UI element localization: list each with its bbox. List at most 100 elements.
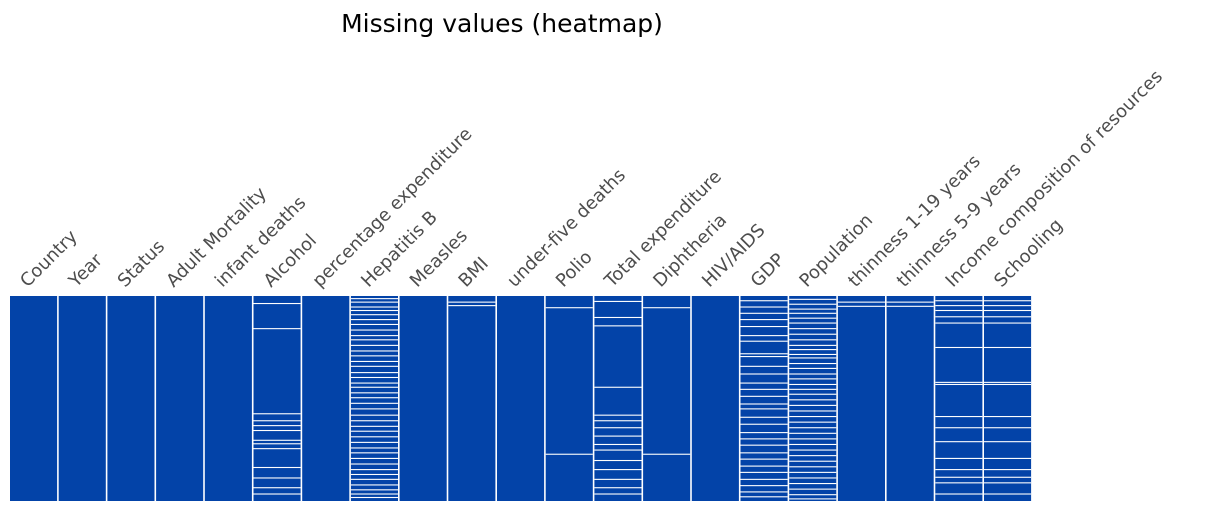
missing-mark-schooling-10 — [984, 441, 1032, 443]
missing-mark-alcohol-10 — [253, 477, 301, 479]
missing-mark-alcohol-0 — [253, 302, 301, 305]
missing-mark-alcohol-5 — [253, 429, 301, 432]
missing-mark-thinness-5-9-years-1 — [886, 305, 934, 307]
column-bar-infant-deaths — [204, 296, 252, 501]
missing-mark-population-1 — [789, 303, 837, 305]
missing-mark-population-20 — [789, 399, 837, 401]
missing-mark-thinness-5-9-years-0 — [886, 301, 934, 303]
missing-mark-alcohol-8 — [253, 448, 301, 450]
column-label-polio: Polio — [552, 247, 597, 292]
missing-mark-hepatitis-b-1 — [350, 301, 398, 303]
missing-mark-total-expenditure-5 — [594, 420, 642, 422]
missing-mark-total-expenditure-13 — [594, 487, 642, 489]
missing-mark-schooling-12 — [984, 469, 1032, 471]
missing-mark-hepatitis-b-8 — [350, 335, 398, 337]
missing-mark-gdp-2 — [740, 312, 788, 314]
column-bar-bmi — [448, 296, 496, 501]
missing-mark-gdp-3 — [740, 319, 788, 321]
missing-mark-gdp-28 — [740, 496, 788, 498]
column-bar-year — [58, 296, 106, 501]
missing-mark-population-2 — [789, 308, 837, 310]
missing-mark-hepatitis-b-11 — [350, 350, 398, 352]
missing-mark-gdp-22 — [740, 458, 788, 460]
missing-mark-hepatitis-b-28 — [350, 441, 398, 443]
missing-mark-gdp-13 — [740, 395, 788, 397]
missing-mark-hepatitis-b-14 — [350, 365, 398, 367]
missing-mark-population-28 — [789, 443, 837, 446]
missing-mark-income-composition-of-resources-13 — [935, 476, 983, 478]
column-bar-gdp — [740, 296, 788, 501]
missing-mark-hepatitis-b-29 — [350, 447, 398, 449]
missing-mark-total-expenditure-14 — [594, 493, 642, 495]
missing-mark-alcohol-4 — [253, 425, 301, 427]
column-bar-alcohol — [253, 296, 301, 501]
column-label-income-composition-of-resources: Income composition of resources — [942, 66, 1167, 291]
column-bar-population — [789, 296, 837, 501]
missing-mark-hepatitis-b-27 — [350, 436, 398, 438]
column-label-status: Status — [114, 236, 169, 291]
missing-mark-schooling-7 — [984, 383, 1032, 386]
missing-mark-income-composition-of-resources-5 — [935, 346, 983, 349]
missing-mark-population-22 — [789, 410, 837, 412]
missing-mark-population-37 — [789, 494, 837, 496]
missing-mark-schooling-13 — [984, 476, 1032, 478]
missing-mark-population-16 — [789, 378, 837, 380]
missing-mark-population-32 — [789, 466, 837, 468]
missing-mark-diphtheria-0 — [643, 307, 691, 309]
column-bar-thinness-5-9-years — [886, 296, 934, 501]
missing-mark-hepatitis-b-25 — [350, 425, 398, 427]
missing-mark-population-33 — [789, 471, 837, 473]
missing-mark-alcohol-9 — [253, 466, 301, 469]
missing-mark-total-expenditure-12 — [594, 478, 642, 480]
missing-mark-population-27 — [789, 438, 837, 440]
missing-mark-gdp-15 — [740, 408, 788, 410]
missing-mark-population-11 — [789, 353, 837, 356]
missing-mark-hepatitis-b-34 — [350, 473, 398, 476]
missing-mark-hepatitis-b-38 — [350, 493, 398, 495]
column-bar-diphtheria — [643, 296, 691, 501]
missing-mark-income-composition-of-resources-15 — [935, 493, 983, 495]
missing-mark-gdp-26 — [740, 485, 788, 487]
missing-mark-income-composition-of-resources-7 — [935, 383, 983, 386]
missing-mark-population-0 — [789, 298, 837, 300]
missing-mark-hepatitis-b-10 — [350, 344, 398, 346]
missing-mark-alcohol-1 — [253, 328, 301, 330]
missing-mark-total-expenditure-1 — [594, 316, 642, 319]
missing-mark-hepatitis-b-19 — [350, 392, 398, 394]
column-label-gdp: GDP — [747, 249, 789, 291]
missing-mark-hepatitis-b-15 — [350, 372, 398, 374]
missing-mark-schooling-11 — [984, 457, 1032, 459]
missing-mark-population-34 — [789, 477, 837, 479]
missing-mark-gdp-12 — [740, 388, 788, 390]
missing-mark-hepatitis-b-35 — [350, 478, 398, 480]
missing-mark-hepatitis-b-20 — [350, 397, 398, 399]
missing-mark-hepatitis-b-33 — [350, 469, 398, 471]
missing-mark-population-12 — [789, 357, 837, 359]
missing-mark-population-8 — [789, 339, 837, 341]
column-bar-percentage-expenditure — [302, 296, 350, 501]
missing-mark-alcohol-12 — [253, 493, 301, 495]
column-bar-schooling — [984, 296, 1032, 501]
missing-mark-schooling-0 — [984, 300, 1032, 302]
missing-mark-income-composition-of-resources-2 — [935, 309, 983, 312]
missing-mark-polio-0 — [545, 307, 593, 309]
missing-mark-total-expenditure-10 — [594, 459, 642, 462]
missing-mark-bmi-0 — [448, 301, 496, 303]
missing-mark-schooling-9 — [984, 427, 1032, 429]
missing-mark-hepatitis-b-4 — [350, 314, 398, 316]
missing-mark-population-17 — [789, 383, 837, 386]
column-bar-adult-mortality — [156, 296, 204, 501]
missing-mark-population-38 — [789, 498, 837, 500]
missing-mark-hepatitis-b-0 — [350, 298, 398, 300]
missing-mark-income-composition-of-resources-11 — [935, 457, 983, 459]
missing-mark-population-31 — [789, 460, 837, 462]
missing-mark-hepatitis-b-31 — [350, 457, 398, 459]
missing-mark-population-18 — [789, 388, 837, 390]
missing-mark-gdp-6 — [740, 340, 788, 342]
missing-mark-hepatitis-b-3 — [350, 309, 398, 312]
missing-mark-population-5 — [789, 322, 837, 324]
missing-mark-total-expenditure-3 — [594, 386, 642, 388]
missing-mark-hepatitis-b-21 — [350, 402, 398, 404]
missing-mark-income-composition-of-resources-8 — [935, 416, 983, 418]
missing-mark-hepatitis-b-24 — [350, 420, 398, 422]
